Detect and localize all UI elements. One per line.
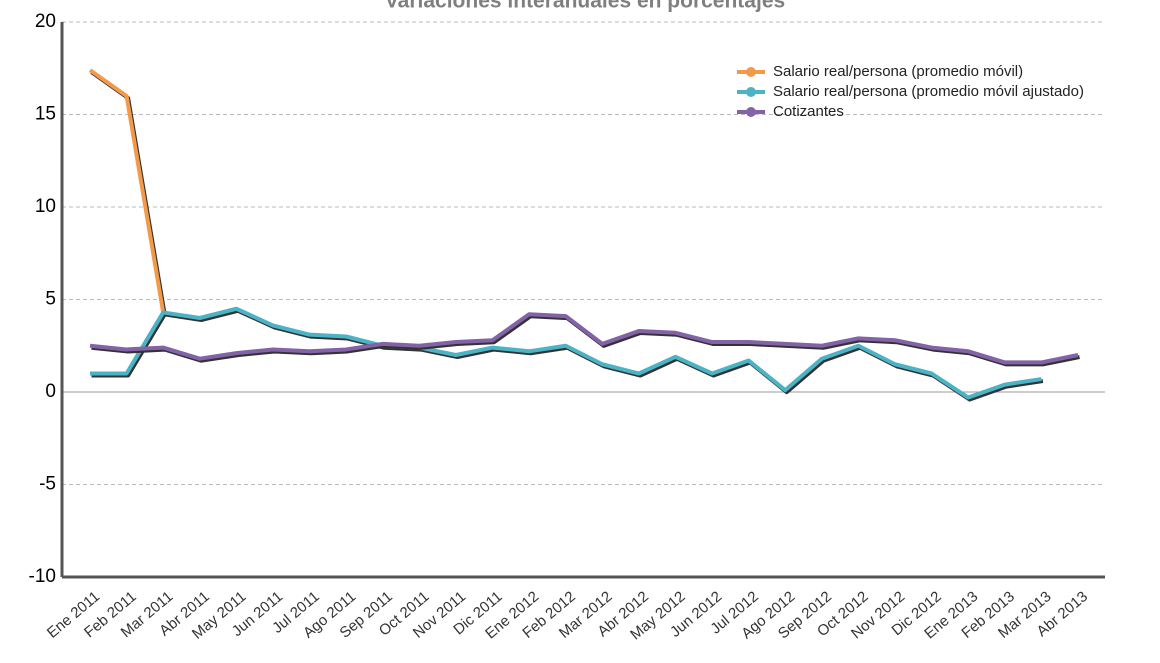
y-tick-label: -10	[29, 566, 56, 587]
series-line	[88, 68, 166, 313]
chart-title: Variaciones interanuales en porcentajes	[385, 0, 785, 13]
legend-marker	[746, 107, 756, 117]
legend-label: Cotizantes	[773, 103, 844, 120]
legend-marker	[746, 87, 756, 97]
y-tick-label: 20	[35, 11, 56, 32]
series-line	[90, 306, 1042, 400]
legend-marker	[746, 67, 756, 77]
series-line	[89, 312, 1079, 365]
y-tick-label: -5	[39, 474, 56, 495]
legend-label: Salario real/persona (promedio móvil)	[773, 63, 1023, 80]
y-tick-label: 10	[35, 196, 56, 217]
y-tick-label: 15	[35, 104, 56, 125]
y-tick-label: 0	[45, 381, 56, 402]
y-tick-label: 5	[45, 289, 56, 310]
legend-label: Salario real/persona (promedio móvil aju…	[773, 83, 1084, 100]
